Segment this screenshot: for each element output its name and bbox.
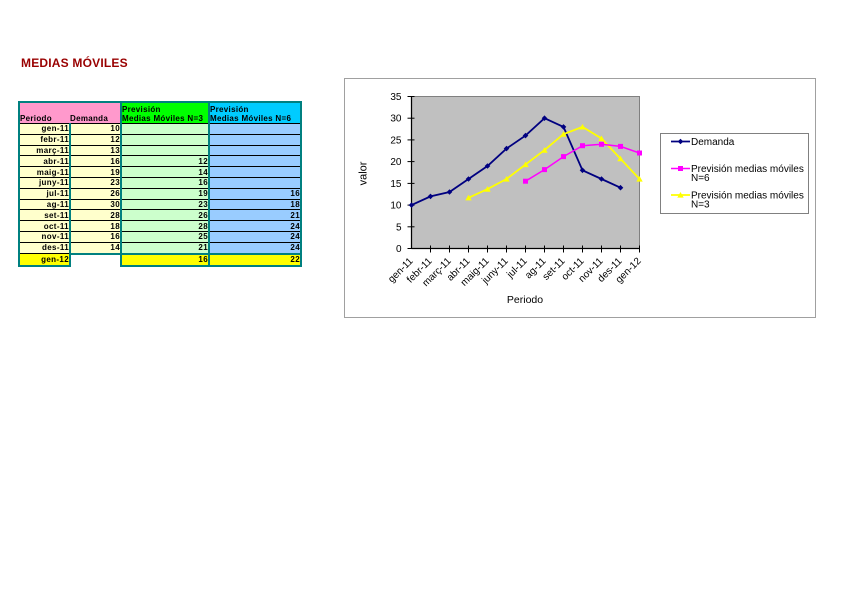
svg-text:0: 0 [396, 244, 402, 255]
svg-text:Previsión medias móviles: Previsión medias móviles [691, 164, 804, 175]
svg-text:5: 5 [396, 222, 402, 233]
svg-text:20: 20 [390, 157, 402, 168]
svg-text:30: 30 [390, 114, 402, 125]
svg-text:valor: valor [358, 161, 370, 185]
svg-text:15: 15 [390, 179, 402, 190]
svg-text:N=3: N=3 [691, 200, 710, 211]
svg-text:25: 25 [390, 135, 402, 146]
svg-text:N=6: N=6 [691, 173, 710, 184]
svg-text:Demanda: Demanda [691, 137, 735, 148]
svg-text:Periodo: Periodo [507, 294, 543, 306]
svg-text:35: 35 [390, 92, 402, 103]
svg-text:Previsión medias móviles: Previsión medias móviles [691, 191, 804, 202]
svg-text:10: 10 [390, 201, 402, 212]
